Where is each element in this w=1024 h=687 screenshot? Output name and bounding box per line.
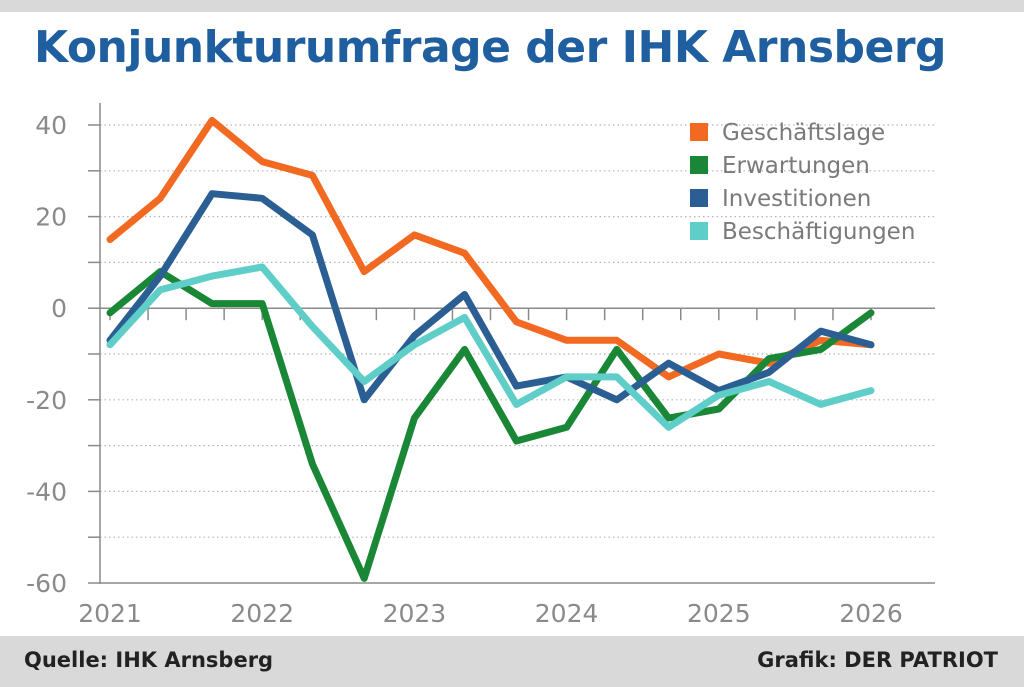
series-line-beschäftigungen bbox=[106, 263, 875, 431]
y-tick-label: -60 bbox=[26, 569, 67, 598]
x-tick-label: 2026 bbox=[839, 599, 903, 628]
x-tick-label: 2023 bbox=[383, 599, 447, 628]
legend-swatch bbox=[690, 222, 708, 240]
legend-swatch bbox=[690, 189, 708, 207]
top-band bbox=[0, 0, 1024, 12]
legend-label: Beschäftigungen bbox=[722, 219, 915, 245]
y-tick-label: 40 bbox=[35, 111, 67, 140]
y-tick-label: 0 bbox=[51, 294, 67, 323]
line-chart: 40 20 0 -20 -40 -60 2021 2022 2023 2024 2025 2026 Ge… bbox=[26, 103, 935, 628]
x-tick-label: 2025 bbox=[687, 599, 751, 628]
legend-swatch bbox=[690, 123, 708, 141]
x-tick-label: 2021 bbox=[78, 599, 142, 628]
x-tick-label: 2022 bbox=[230, 599, 294, 628]
chart-title: Konjunkturumfrage der IHK Arnsberg bbox=[34, 22, 947, 73]
legend-label: Erwartungen bbox=[722, 153, 870, 179]
legend-label: Investitionen bbox=[722, 186, 871, 212]
legend-swatch bbox=[690, 156, 708, 174]
y-tick-label: -40 bbox=[26, 477, 67, 506]
source-note: Quelle: IHK Arnsberg bbox=[24, 648, 274, 672]
series-line-geschäftslage bbox=[106, 116, 875, 381]
series-line-investitionen bbox=[106, 190, 875, 404]
x-tick-label: 2024 bbox=[535, 599, 599, 628]
legend-label: Geschäftslage bbox=[722, 120, 885, 146]
credit-note: Grafik: DER PATRIOT bbox=[757, 648, 998, 672]
y-tick-label: -20 bbox=[26, 386, 67, 415]
y-tick-label: 20 bbox=[35, 203, 67, 232]
footer-bar: Quelle: IHK Arnsberg Grafik: DER PATRIOT bbox=[0, 636, 1024, 687]
